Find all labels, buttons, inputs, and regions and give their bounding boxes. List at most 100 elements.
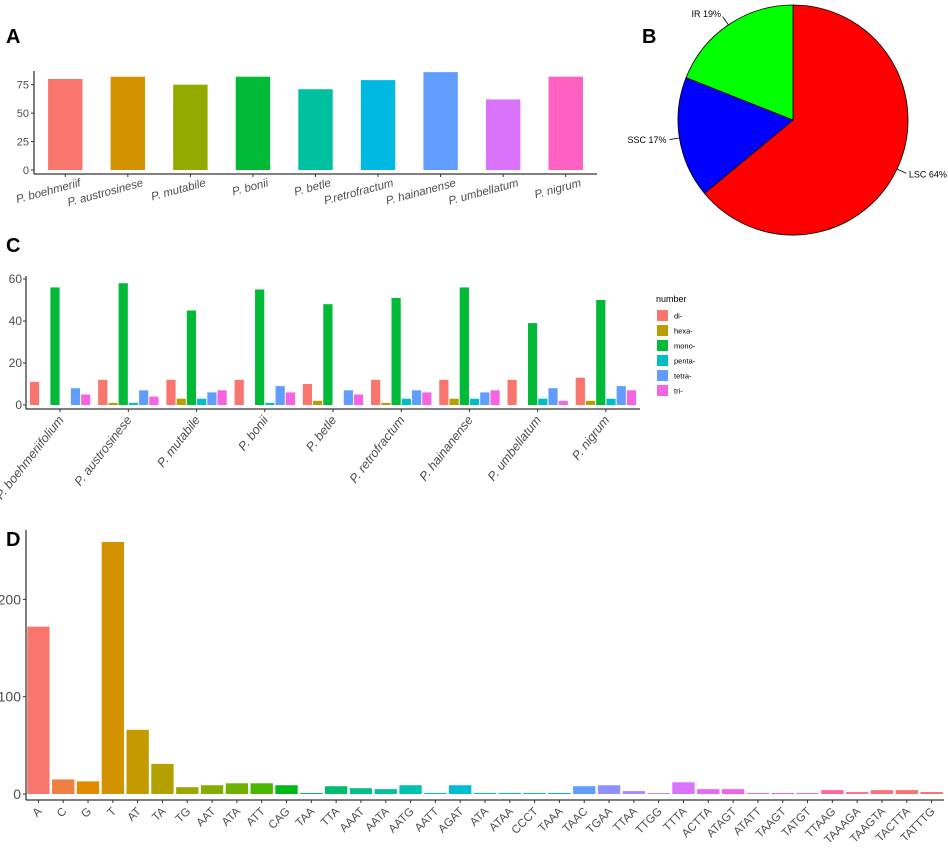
- panel-d-x-tick-label: C: [55, 806, 69, 820]
- panel-d-bar: [52, 779, 75, 794]
- panel-c-bar: [527, 323, 538, 405]
- panel-c-bar: [70, 388, 81, 405]
- panel-d-x-tick-label: TGAA: [585, 805, 616, 836]
- panel-c-y-tick-label: 20: [9, 356, 23, 370]
- panel-c-bar: [371, 379, 381, 405]
- panel-c-bar: [606, 398, 616, 405]
- panel-a-x-tick-label: P. umbellatum: [447, 177, 520, 207]
- panel-d-bar: [225, 783, 249, 794]
- panel-a-bar: [548, 76, 583, 170]
- panel-d-x-tick-label: AAT: [195, 806, 219, 830]
- panel-c-x-tick-label: P. hainanense: [417, 413, 476, 483]
- panel-c-bar: [128, 402, 139, 405]
- panel-d-x-tick-label: CAG: [267, 806, 293, 832]
- panel-c-bar: [381, 402, 391, 405]
- panel-d-y-tick-label: 0: [13, 786, 21, 802]
- panel-d-x-tick-label: TTGG: [634, 806, 665, 837]
- panel-c-bar: [265, 402, 275, 405]
- panel-d-bar: [920, 792, 943, 794]
- panel-b-pie-slice: [685, 4, 794, 121]
- panel-d-x-tick-label: CCCT: [510, 806, 541, 837]
- panel-c-bar: [313, 400, 323, 405]
- panel-c-bar: [108, 402, 118, 405]
- panel-a-bar: [423, 72, 458, 170]
- panel-a-y-tick-label: 75: [17, 80, 29, 92]
- panel-d-bar: [697, 789, 720, 794]
- panel-c-bar: [411, 390, 422, 405]
- panel-d-bar: [101, 541, 125, 794]
- panel-b-pie-slice: [703, 4, 909, 236]
- panel-c-legend-label: penta-: [674, 357, 696, 366]
- panel-a-x-tick-label: P. hainanense: [385, 177, 458, 207]
- panel-c-legend-label: mono-: [674, 342, 696, 351]
- panel-d-x-tick-label: AT: [125, 806, 143, 824]
- panel-c-legend-label: hexa-: [674, 327, 693, 336]
- panel-d-x-tick-label: AAAT: [338, 806, 367, 835]
- panel-a-bar: [173, 84, 208, 170]
- panel-c-y-tick-label: 0: [15, 398, 22, 412]
- panel-d-bar: [473, 793, 497, 794]
- panel-d-bar: [821, 790, 844, 794]
- panel-c-x-tick-label: P. betle: [303, 413, 339, 454]
- panel-c-bar: [507, 379, 517, 405]
- panel-a-y-tick-label: 50: [17, 108, 29, 120]
- panel-c-bar: [217, 390, 227, 405]
- panel-c-bar: [234, 379, 244, 405]
- panel-c-legend-swatch: [657, 385, 668, 396]
- panel-c-bar: [166, 379, 176, 405]
- panel-c-bar: [197, 398, 207, 405]
- panel-d-x-tick-label: G: [79, 806, 94, 821]
- panel-b-leader-line: [722, 16, 729, 26]
- panel-c-bar: [490, 390, 500, 405]
- panel-c-bar: [558, 400, 568, 405]
- panel-d-bar: [300, 793, 323, 794]
- panel-c-x-tick-label: P. nigrum: [569, 413, 612, 463]
- panel-c-bar: [176, 398, 186, 405]
- panel-c-bar: [149, 396, 159, 405]
- panel-c-bar: [439, 379, 449, 405]
- panel-d-x-tick-label: ATA: [220, 805, 243, 828]
- panel-d-bar: [424, 793, 447, 794]
- panel-d-bar: [399, 785, 422, 794]
- panel-d-x-tick-label: ATT: [245, 806, 268, 829]
- panel-d-bar: [895, 790, 918, 794]
- panel-c-bar: [285, 392, 295, 405]
- panel-c-bar: [186, 310, 197, 405]
- panel-a-bar: [360, 80, 396, 170]
- panel-a-x-tick-label: P. mutabile: [150, 177, 207, 203]
- panel-c-x-tick-label: P. umbellatum: [485, 413, 544, 483]
- panel-c-x-tick-label: P. retrofractum: [347, 413, 408, 485]
- panel-d-bar: [374, 789, 397, 794]
- panel-c-y-tick-label: 60: [9, 272, 23, 286]
- panel-c-bar: [449, 398, 459, 405]
- panel-d-x-tick-label: AATT: [413, 806, 442, 835]
- panel-a-bar: [48, 78, 83, 170]
- panel-c-bar: [207, 392, 217, 405]
- panel-d-bar: [151, 763, 174, 794]
- panel-a-bar: [235, 76, 271, 170]
- panel-d-bar: [597, 785, 621, 794]
- panel-d-bar: [548, 793, 571, 794]
- panel-d-bar: [250, 783, 273, 794]
- panel-b-leader-line: [896, 168, 907, 174]
- panel-d-bar: [573, 786, 596, 794]
- panel-c-bar: [616, 386, 626, 405]
- panel-a-bar: [110, 76, 146, 170]
- panel-c-bar: [596, 300, 606, 405]
- panel-d-x-tick-label: TAAC: [561, 806, 591, 836]
- panel-d-label: D: [6, 529, 20, 551]
- panel-d-bar: [721, 789, 745, 794]
- panel-c-bar: [275, 386, 285, 405]
- panel-c-bar: [98, 379, 108, 405]
- panel-d-bar: [647, 793, 670, 794]
- panel-d-bar: [498, 793, 521, 794]
- panel-d-bar: [449, 785, 472, 794]
- panel-a-bar: [298, 89, 333, 170]
- panel-c-bar: [548, 388, 558, 405]
- panel-d-bar: [672, 782, 695, 794]
- panel-c-x-tick-label: P. bonii: [235, 412, 271, 453]
- panel-c-bar: [29, 381, 40, 405]
- panel-d-x-tick-label: AATA: [363, 805, 392, 834]
